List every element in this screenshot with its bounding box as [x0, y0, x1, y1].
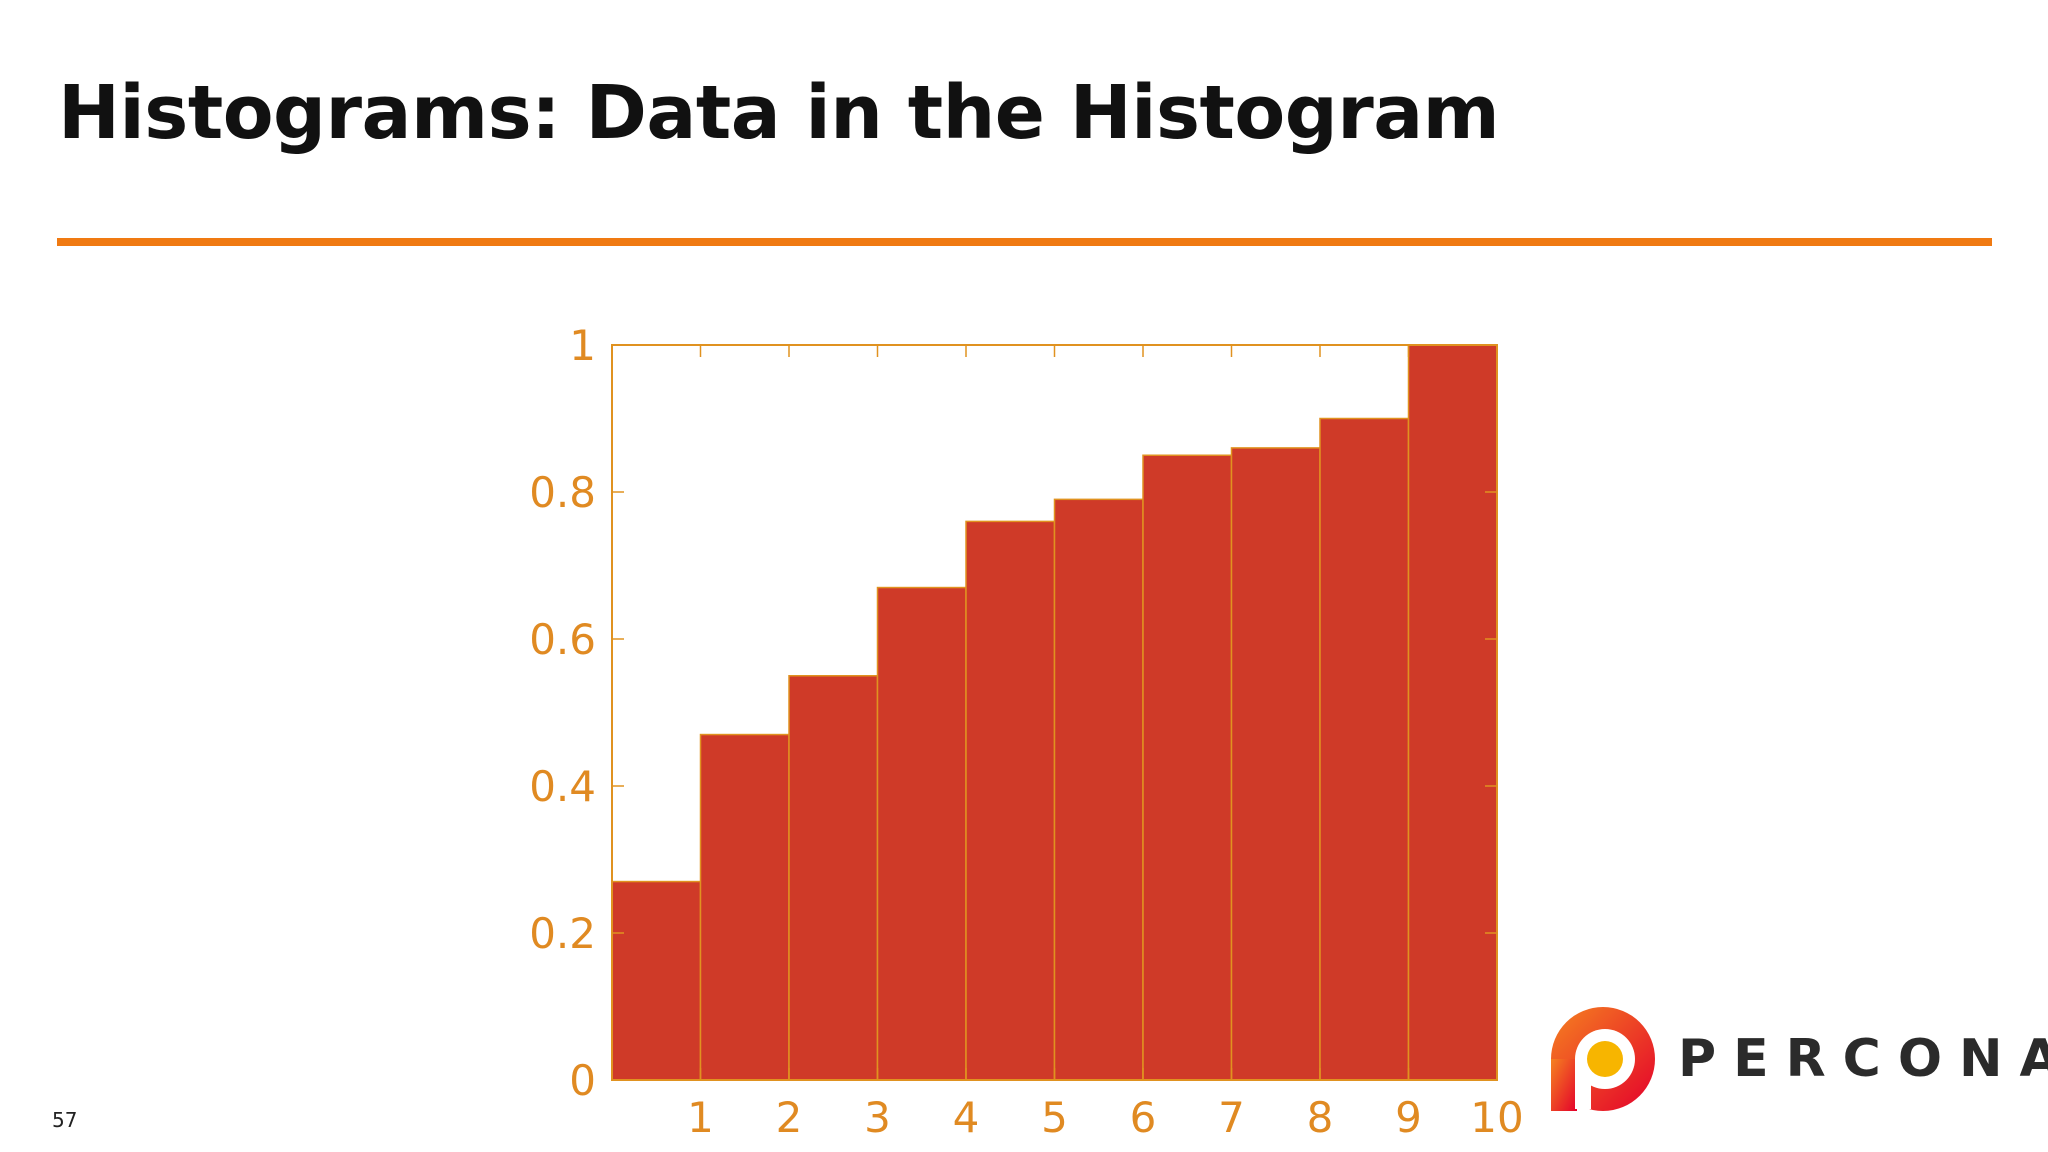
y-tick-label: 0.6	[529, 615, 596, 664]
x-tick-label: 4	[953, 1093, 980, 1142]
x-tick-label: 1	[687, 1093, 714, 1142]
x-tick-label: 7	[1218, 1093, 1245, 1142]
x-tick-label: 10	[1470, 1093, 1523, 1142]
logo-text: PERCONA	[1678, 1029, 2048, 1089]
x-tick-label: 6	[1130, 1093, 1157, 1142]
page-number: 57	[52, 1108, 78, 1132]
y-tick-label: 0	[569, 1056, 596, 1105]
x-tick-label: 3	[864, 1093, 891, 1142]
y-tick-label: 0.4	[529, 762, 596, 811]
histogram-bar	[788, 675, 879, 1081]
histogram-bar	[876, 586, 967, 1081]
y-tick-label: 0.2	[529, 909, 596, 958]
x-tick-label: 2	[776, 1093, 803, 1142]
histogram-bar	[965, 520, 1056, 1081]
x-tick-label: 9	[1395, 1093, 1422, 1142]
x-tick-label: 8	[1307, 1093, 1334, 1142]
percona-logo: PERCONA	[1548, 1005, 2048, 1113]
percona-logo-icon	[1551, 1007, 1655, 1111]
histogram-bar	[699, 733, 790, 1081]
histogram-bar	[1319, 417, 1410, 1081]
y-tick-label: 0.8	[529, 468, 596, 517]
slide-title: Histograms: Data in the Histogram	[58, 70, 1500, 156]
histogram-bar	[1230, 447, 1321, 1081]
y-tick-label: 1	[569, 321, 596, 370]
x-tick-label: 5	[1041, 1093, 1068, 1142]
histogram-bar	[611, 880, 702, 1081]
histogram-bar	[1407, 344, 1498, 1081]
histogram-bar	[1142, 454, 1233, 1081]
title-rule	[57, 238, 1992, 246]
histogram-bar	[1053, 498, 1144, 1081]
